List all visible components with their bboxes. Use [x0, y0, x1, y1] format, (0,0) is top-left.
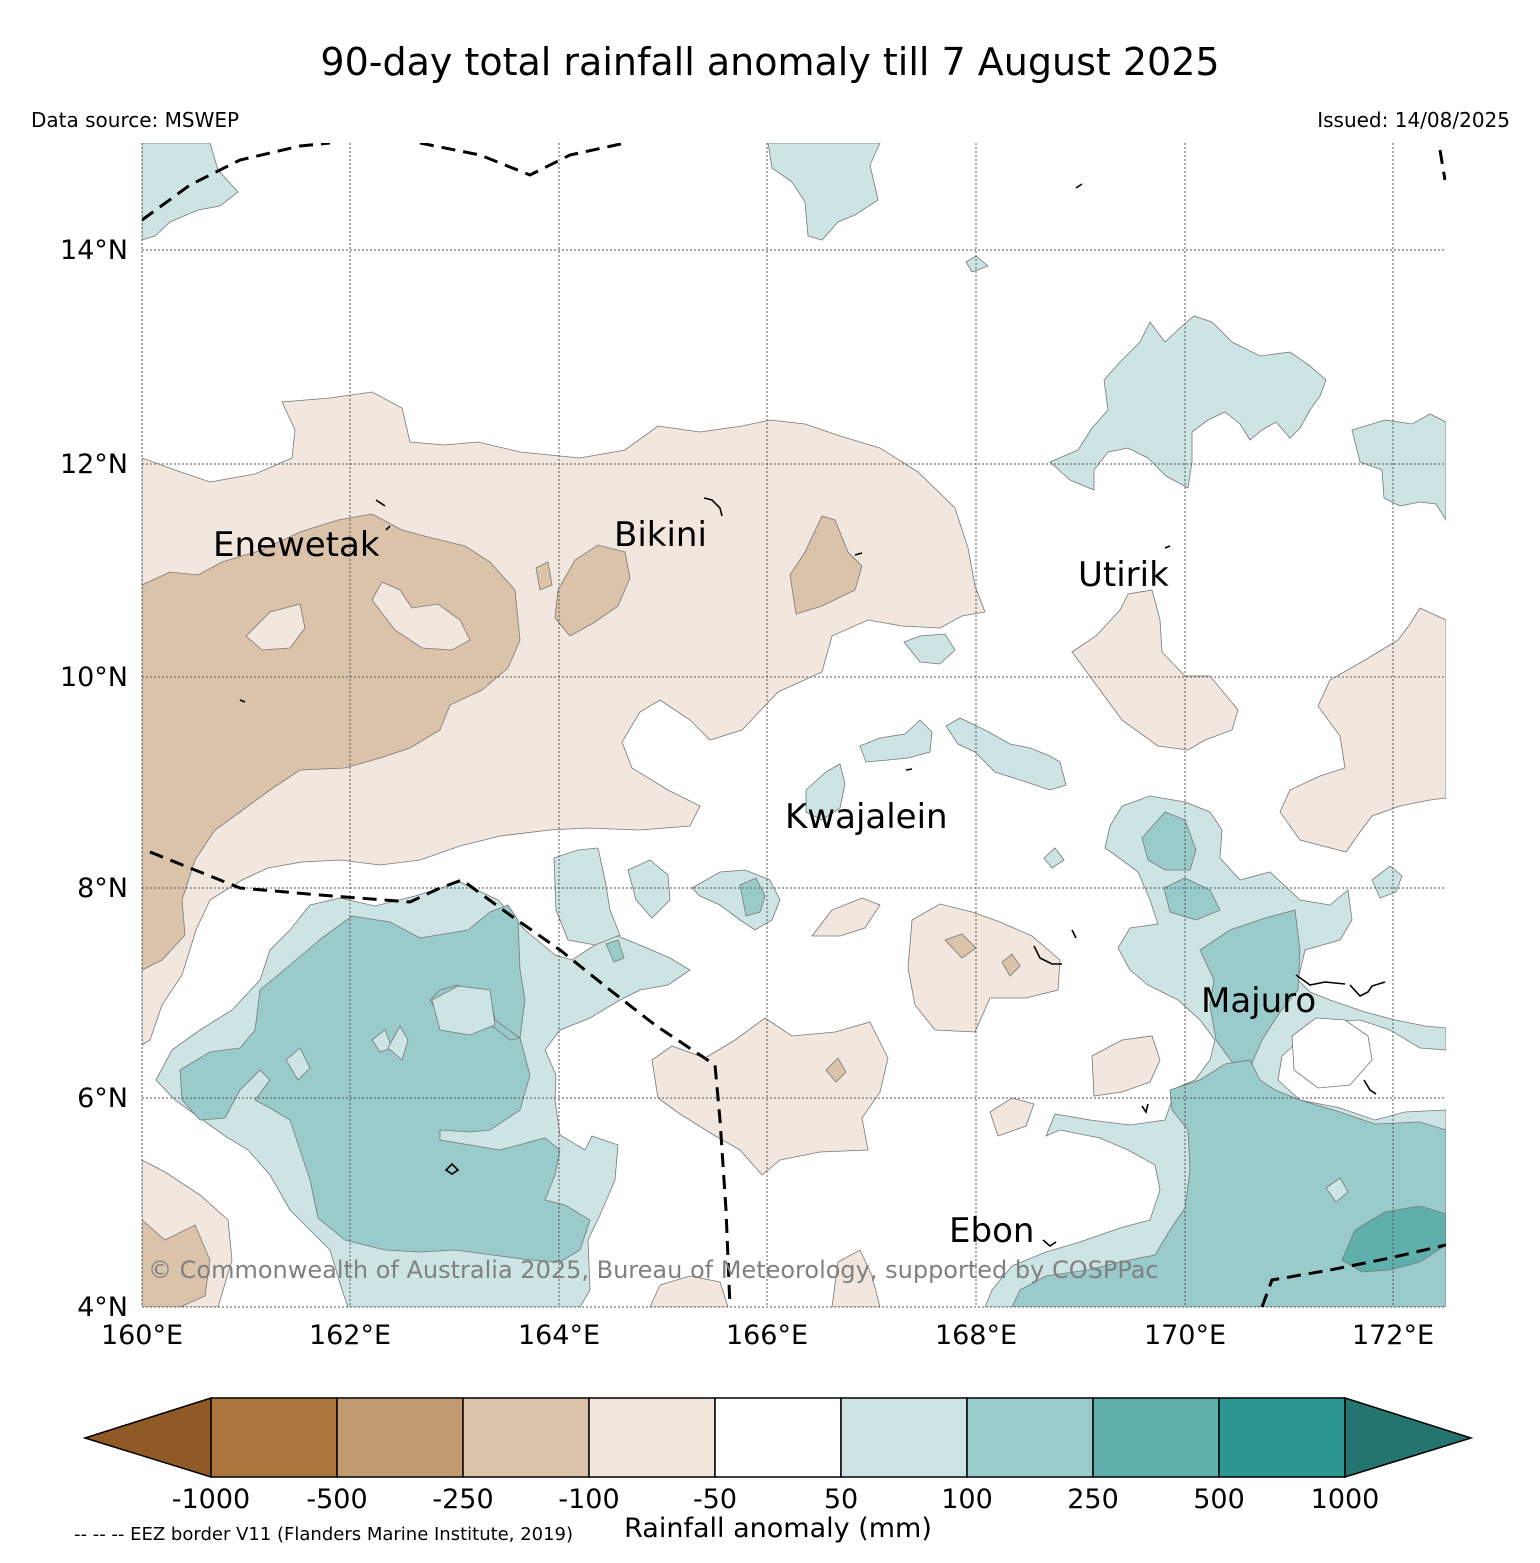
lon-tick-label: 160°E: [101, 1320, 183, 1351]
anomaly-area-light-teal: [965, 255, 989, 273]
colorbar-segment: [714, 1397, 842, 1478]
place-label-ebon: Ebon: [949, 1211, 1034, 1251]
place-label-kwajalein: Kwajalein: [785, 797, 948, 837]
colorbar-tick-label: 500: [1193, 1484, 1245, 1515]
lat-tick-label: 12°N: [60, 449, 128, 480]
anomaly-area-light-tan: [649, 1275, 729, 1307]
anomaly-area-light-tan: [371, 581, 471, 651]
anomaly-area-light-teal: [142, 143, 239, 241]
anomaly-area-tan: [789, 515, 863, 615]
anomaly-area-light-tan: [245, 603, 306, 651]
anomaly-area-light-tan: [651, 1017, 889, 1176]
anomaly-area-deep-teal: [1341, 1205, 1446, 1273]
anomaly-area-tan: [554, 544, 631, 637]
anomaly-field-layer: [142, 143, 1446, 1307]
lon-tick-label: 164°E: [518, 1320, 600, 1351]
colorbar-tick-label: -50: [693, 1484, 737, 1515]
lon-tick-labels: 160°E 162°E 164°E 166°E 168°E 170°E 172°…: [101, 1320, 1434, 1351]
anomaly-area-light-tan: [1091, 1035, 1161, 1097]
anomaly-area-light-teal: [387, 1025, 409, 1061]
colorbar-tick-label: 100: [941, 1484, 993, 1515]
anomaly-area-teal: [605, 939, 625, 963]
colorbar-tick-labels: -1000 -500 -250 -100 -50 50 100 250 500 …: [172, 1484, 1380, 1515]
colorbar-segment: [1092, 1397, 1220, 1478]
anomaly-area-light-teal: [1043, 847, 1065, 869]
anomaly-area-teal: [1141, 811, 1197, 871]
colorbar-tick-label: -250: [432, 1484, 493, 1515]
lon-tick-label: 170°E: [1144, 1320, 1226, 1351]
colorbar-segment: [1344, 1396, 1474, 1479]
copyright-credit: © Commonwealth of Australia 2025, Bureau…: [148, 1256, 1159, 1284]
colorbar-tick-label: 1000: [1311, 1484, 1380, 1515]
anomaly-area-tan: [535, 561, 553, 591]
place-label-utirik: Utirik: [1078, 555, 1169, 595]
anomaly-area-light-tan: [811, 897, 881, 937]
anomaly-area-light-tan: [831, 1249, 881, 1307]
colorbar-tick-label: -100: [558, 1484, 619, 1515]
anomaly-area-teal: [1011, 1059, 1446, 1307]
anomaly-area-light-teal: [805, 763, 846, 821]
colorbar-tick-label: -1000: [172, 1484, 250, 1515]
colorbar-segment: [840, 1397, 968, 1478]
issued-date-label: Issued: 14/08/2025: [1317, 108, 1510, 132]
anomaly-area-light-tan: [1071, 589, 1239, 751]
colorbar-segment: [966, 1397, 1094, 1478]
lat-tick-label: 8°N: [77, 873, 128, 904]
anomaly-area-tan: [825, 1057, 847, 1083]
data-source-label: Data source: MSWEP: [31, 108, 240, 132]
lat-tick-label: 14°N: [60, 235, 128, 266]
colorbar-segment: [462, 1397, 590, 1478]
colorbar-tick-label: 250: [1067, 1484, 1119, 1515]
lat-tick-label: 10°N: [60, 662, 128, 693]
colorbar-tick-label: -500: [306, 1484, 367, 1515]
lat-tick-label: 4°N: [77, 1292, 128, 1323]
anomaly-area-light-teal: [285, 1047, 311, 1081]
lon-tick-label: 162°E: [309, 1320, 391, 1351]
anomaly-area-teal: [1199, 909, 1301, 1069]
anomaly-area-light-teal: [627, 859, 671, 919]
lon-tick-label: 172°E: [1352, 1320, 1434, 1351]
colorbar-segment: [336, 1397, 464, 1478]
eez-border-legend: -- -- -- EEZ border V11 (Flanders Marine…: [74, 1524, 574, 1545]
anomaly-area-light-teal: [1049, 315, 1327, 491]
anomaly-area-light-teal: [431, 985, 496, 1036]
anomaly-area-light-tan: [989, 1097, 1035, 1137]
lat-tick-labels: 14°N 12°N 10°N 8°N 6°N 4°N: [60, 235, 128, 1323]
graticule: [141, 143, 1446, 1308]
rainfall-anomaly-map: 160°E 162°E 164°E 166°E 168°E 170°E 172°…: [60, 143, 1446, 1351]
anomaly-area-light-teal: [859, 719, 933, 763]
map-title: 90-day total rainfall anomaly till 7 Aug…: [320, 40, 1220, 84]
anomaly-area-light-teal: [945, 717, 1067, 791]
place-label-majuro: Majuro: [1201, 981, 1316, 1021]
coastlines: [239, 183, 1386, 1248]
anomaly-area-tan: [142, 1219, 211, 1307]
lon-tick-label: 166°E: [726, 1320, 808, 1351]
anomaly-area-light-tan: [1279, 607, 1446, 853]
anomaly-area-light-tan: [907, 903, 1061, 1033]
anomaly-area-light-teal: [1325, 1177, 1349, 1203]
colorbar-label: Rainfall anomaly (mm): [624, 1513, 932, 1544]
lat-tick-label: 6°N: [77, 1083, 128, 1114]
place-label-bikini: Bikini: [614, 515, 707, 555]
anomaly-area-light-teal: [767, 143, 881, 241]
colorbar-segment: [588, 1397, 716, 1478]
anomaly-area-light-teal: [553, 847, 621, 946]
colorbar-tick-label: 50: [824, 1484, 858, 1515]
anomaly-area-light-teal: [1351, 413, 1446, 521]
colorbar-segment: [82, 1396, 212, 1479]
colorbar-segment: [1218, 1397, 1346, 1478]
place-labels: Enewetak Bikini Utirik Kwajalein Majuro …: [213, 515, 1316, 1251]
anomaly-area-white: [1291, 1017, 1373, 1089]
anomaly-area-tan: [1001, 953, 1021, 977]
place-label-enewetak: Enewetak: [213, 525, 380, 565]
anomaly-area-light-teal: [1371, 865, 1403, 899]
eez-border: [142, 143, 1446, 1307]
lon-tick-label: 168°E: [935, 1320, 1017, 1351]
anomaly-area-light-teal: [903, 633, 956, 665]
colorbar-segment: [210, 1397, 338, 1478]
